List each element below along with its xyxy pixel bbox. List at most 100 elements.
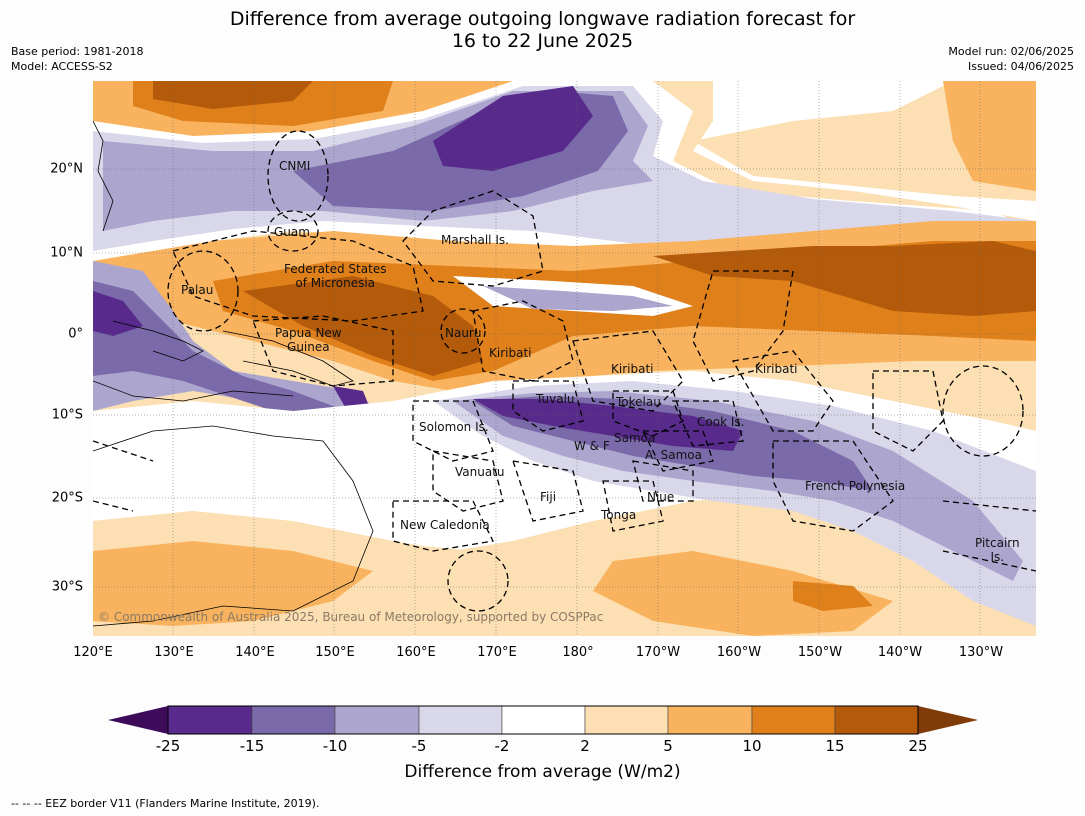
lon-label: 140°E [235, 645, 275, 660]
colorbar-tick: -2 [494, 737, 510, 755]
label-png-line2: Guinea [287, 340, 330, 354]
map-panel[interactable]: CNMI Guam Marshall Is. Federated States … [93, 81, 1036, 636]
label-asamoa: A. Samoa [645, 448, 702, 462]
lon-label: 120°E [73, 645, 113, 660]
colorbar-bin [418, 705, 503, 735]
field-south-orange-west [93, 541, 373, 626]
lon-label: 130°E [154, 645, 194, 660]
label-cook: Cook Is. [697, 415, 745, 429]
colorbar-tick: 15 [825, 737, 845, 755]
meta-right: Model run: 02/06/2025 Issued: 04/06/2025 [948, 44, 1074, 74]
label-new-caledonia: New Caledonia [400, 518, 490, 532]
label-tuvalu: Tuvalu [536, 392, 575, 406]
label-tokelau: Tokelau [616, 395, 661, 409]
label-png-line1: Papua New [275, 326, 342, 340]
label-fsm: Federated States of Micronesia [284, 262, 386, 290]
lon-label: 170°E [477, 645, 517, 660]
colorbar-bin [251, 705, 336, 735]
colorbar-tick: 5 [663, 737, 673, 755]
eez-borders [93, 130, 1036, 612]
label-cnmi: CNMI [279, 159, 311, 173]
label-png: Papua New Guinea [275, 326, 342, 354]
colorbar-bin [167, 705, 253, 735]
colorbar-bin [667, 705, 753, 735]
lat-label: 10°S [51, 407, 83, 423]
issued-date: Issued: 04/06/2025 [967, 60, 1074, 73]
colorbar-label: Difference from average (W/m2) [404, 762, 681, 782]
label-marshall: Marshall Is. [441, 233, 509, 247]
field-micronesia-brown [243, 276, 483, 376]
lon-label: 130°W [958, 645, 1004, 660]
meta-left: Base period: 1981-2018 Model: ACCESS-S2 [11, 44, 143, 74]
label-fsm-line1: Federated States [284, 262, 387, 276]
colorbar-tick: 25 [908, 737, 928, 755]
field-south-darkorange [793, 581, 873, 611]
label-pitcairn-line1: Pitcairn [975, 536, 1020, 550]
lat-label: 20°N [50, 161, 83, 177]
colorbar-tick: -25 [155, 737, 181, 755]
field-maritime-purple-2 [93, 281, 353, 431]
label-solomon: Solomon Is. [419, 420, 489, 434]
graticule [93, 81, 1036, 636]
colorbar-extend-high [918, 706, 978, 734]
lon-label: 150°W [797, 645, 843, 660]
label-wf: W & F [574, 439, 610, 453]
colorbar-bin [334, 705, 420, 735]
field-orange-ne [943, 81, 1036, 191]
lon-label: 160°E [396, 645, 436, 660]
title-line-1: Difference from average outgoing longwav… [229, 8, 856, 30]
lat-label: 0° [68, 326, 83, 342]
copyright-text: © Commonwealth of Australia 2025, Bureau… [98, 610, 604, 624]
base-period: Base period: 1981-2018 [11, 45, 144, 58]
label-tonga: Tonga [601, 508, 637, 522]
label-kiribati-west: Kiribati [489, 346, 532, 360]
lon-label: 180° [562, 645, 594, 660]
field-maritime-purple [93, 261, 413, 441]
field-purple-equator [483, 286, 673, 311]
colorbar-tick: 2 [580, 737, 590, 755]
colorbar-tick: -5 [411, 737, 427, 755]
colorbar-tick: 10 [742, 737, 762, 755]
colorbar-tick: -15 [239, 737, 265, 755]
anomaly-field [93, 81, 1036, 636]
label-palau: Palau [181, 283, 214, 297]
model-name: Model: ACCESS-S2 [11, 60, 113, 73]
field-east-brown [653, 241, 1036, 316]
chart-title: Difference from average outgoing longwav… [0, 8, 1085, 52]
label-nauru: Nauru [445, 326, 482, 340]
label-vanuatu: Vanuatu [455, 465, 505, 479]
label-pitcairn: Pitcairn Is. [975, 536, 1020, 564]
title-line-2: 16 to 22 June 2025 [451, 30, 634, 52]
label-guam: Guam [274, 225, 310, 239]
label-pitcairn-line2: Is. [990, 550, 1005, 564]
colorbar-bin [751, 705, 836, 735]
lat-label: 10°N [50, 245, 83, 261]
lat-label: 20°S [51, 490, 83, 506]
label-kiribati-east: Kiribati [755, 362, 798, 376]
field-south-orange-east [593, 551, 893, 636]
lon-label: 160°W [716, 645, 762, 660]
model-run: Model run: 02/06/2025 [948, 45, 1074, 58]
field-spcz-darkpurple [473, 399, 743, 451]
colorbar-bin [584, 705, 669, 735]
lon-label: 140°W [877, 645, 923, 660]
field-maritime-dark-1 [93, 291, 143, 336]
colorbar-bin [834, 705, 919, 735]
label-fsm-line2: of Micronesia [295, 276, 376, 290]
field-darkpurple-north [433, 86, 593, 171]
lon-label: 150°E [315, 645, 355, 660]
colorbar-extend-low [108, 706, 168, 734]
label-french-polynesia: French Polynesia [805, 479, 906, 493]
colorbar-tick: -10 [322, 737, 348, 755]
colorbar [108, 705, 978, 735]
colorbar-frame [167, 705, 919, 735]
label-kiribati-central: Kiribati [611, 362, 654, 376]
colorbar-bin [501, 705, 586, 735]
coastlines [93, 120, 374, 627]
label-niue: Niue [647, 490, 675, 504]
field-north-brown [153, 81, 313, 109]
label-fiji: Fiji [540, 490, 557, 504]
lon-label: 170°W [635, 645, 681, 660]
label-samoa: Samoa [614, 431, 656, 445]
lat-label: 30°S [51, 579, 83, 595]
